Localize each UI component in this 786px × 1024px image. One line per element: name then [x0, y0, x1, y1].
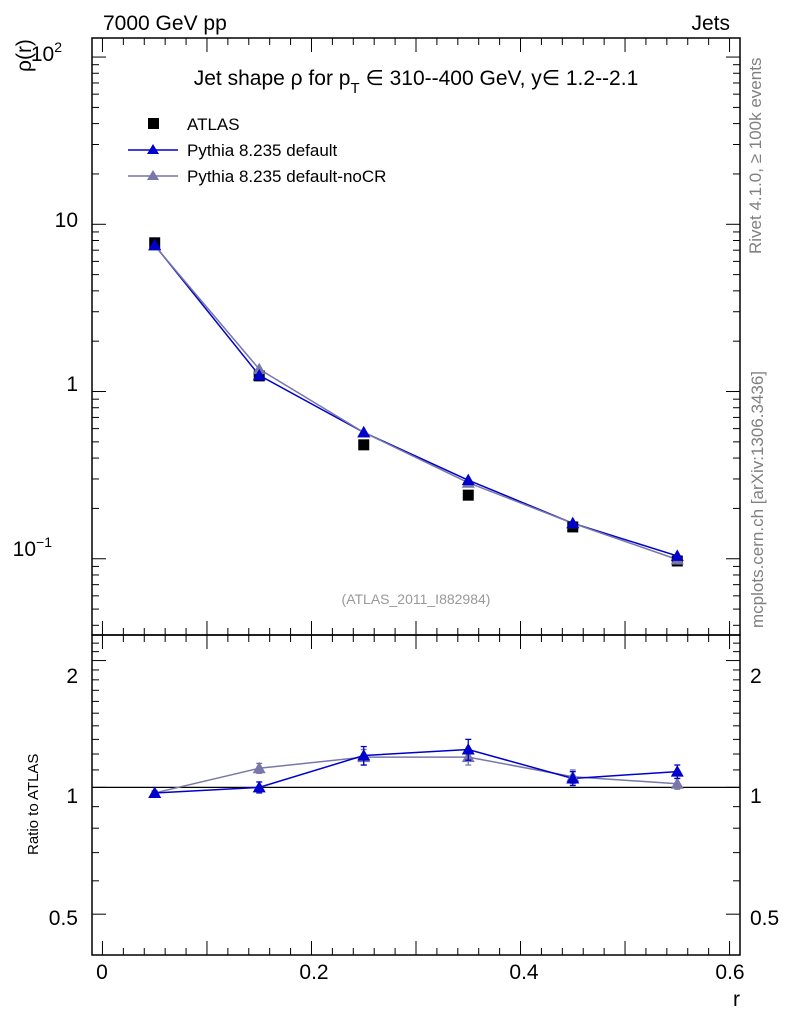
- main-line-series-1: [154, 244, 678, 557]
- main-ytick-label-10: 10: [55, 209, 78, 232]
- axis-ticks: [92, 38, 740, 956]
- ratio-point-series-1-1: [252, 761, 266, 774]
- ratio-frame: [91, 634, 741, 956]
- ratio-ytick-label-left-2: 2: [66, 665, 78, 688]
- ytick-100-exp: 2: [54, 39, 62, 55]
- title-prefix: Jet shape ρ for p: [194, 67, 351, 90]
- main-point-atlas-3: [462, 489, 474, 501]
- ratio-point-series-0-5: [670, 765, 684, 777]
- ytick-100-base: 10: [31, 43, 54, 66]
- ratio-ylabel: Ratio to ATLAS: [25, 754, 42, 855]
- ratio-ytick-label-left-05: 0.5: [49, 907, 78, 930]
- legend-default-marker: [147, 144, 159, 154]
- main-ytick-label-01: 10−1: [13, 534, 53, 561]
- legend-nocr-label: Pythia 8.235 default-noCR: [187, 167, 386, 186]
- analysis-watermark: (ATLAS_2011_I882984): [342, 591, 491, 607]
- ratio-point-series-1-5: [670, 777, 684, 789]
- ratio-ytick-label-right-05: 0.5: [750, 907, 779, 930]
- legend-nocr-marker: [147, 170, 159, 180]
- ratio-point-series-0-0: [148, 786, 162, 798]
- main-series-marks: [148, 237, 684, 567]
- legend: ATLAS Pythia 8.235 default Pythia 8.235 …: [128, 115, 386, 186]
- legend-atlas-label: ATLAS: [187, 115, 240, 134]
- legend-atlas-marker: [148, 118, 159, 129]
- ratio-ytick-label-left-1: 1: [66, 785, 78, 808]
- rivet-label: Rivet 4.1.0, ≥ 100k events: [746, 58, 765, 254]
- main-line-series-2: [154, 245, 678, 561]
- ytick-01-base: 10: [13, 538, 36, 561]
- title-subscript: T: [350, 80, 359, 97]
- main-point-series-2-1: [252, 362, 266, 375]
- ratio-point-series-0-4: [566, 771, 580, 784]
- main-ylabel: ρ(r): [13, 39, 36, 72]
- main-point-series-1-0: [148, 238, 162, 251]
- ratio-point-series-0-1: [252, 780, 266, 793]
- main-point-series-1-4: [566, 516, 580, 529]
- header-right: Jets: [691, 12, 730, 35]
- ratio-ytick-label-right-1: 1: [750, 785, 762, 808]
- ratio-line-series-0: [154, 748, 678, 794]
- header-left: 7000 GeV pp: [103, 12, 227, 35]
- main-point-series-1-3: [461, 473, 475, 486]
- xlabel: r: [733, 988, 740, 1011]
- xtick-label-04: 0.4: [509, 961, 539, 984]
- ytick-01-exp: −1: [36, 534, 52, 550]
- main-ytick-label-100: 102: [31, 39, 62, 66]
- main-point-series-1-2: [357, 425, 371, 438]
- xtick-label-06: 0.6: [715, 961, 744, 984]
- chart-title: Jet shape ρ for pT ∈ 310--400 GeV, y∈ 1.…: [194, 67, 639, 97]
- ratio-point-series-0-2: [357, 749, 371, 761]
- main-series-lines: [154, 244, 678, 561]
- main-point-series-1-5: [670, 549, 684, 561]
- main-point-series-1-1: [252, 368, 266, 381]
- main-ytick-label-1: 1: [66, 373, 78, 396]
- mcplots-label: mcplots.cern.ch [arXiv:1306.3436]: [748, 371, 767, 628]
- ratio-ytick-label-right-2: 2: [750, 665, 762, 688]
- main-point-atlas-2: [358, 439, 370, 451]
- ratio-series-lines: [154, 748, 678, 794]
- xtick-label-02: 0.2: [299, 961, 328, 984]
- xtick-label-0: 0: [96, 961, 108, 984]
- legend-default-label: Pythia 8.235 default: [187, 141, 338, 160]
- ratio-point-series-0-3: [461, 743, 475, 755]
- ratio-series-marks: [148, 738, 684, 798]
- title-suffix: ∈ 310--400 GeV, y∈ 1.2--2.1: [360, 67, 639, 90]
